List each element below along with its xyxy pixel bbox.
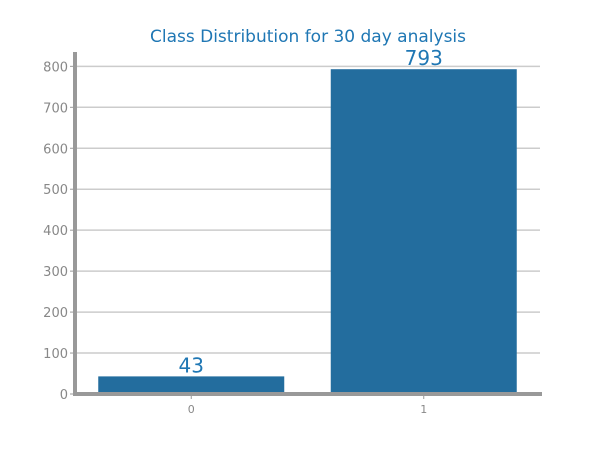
- chart-title: Class Distribution for 30 day analysis: [150, 27, 466, 47]
- data-label: 43: [179, 353, 204, 377]
- data-labels: 43 793: [179, 46, 443, 377]
- y-tick-label: 700: [43, 101, 68, 116]
- y-tick-label: 200: [43, 306, 68, 321]
- y-tick-label: 300: [43, 265, 68, 280]
- x-tick-label: 1: [420, 403, 427, 416]
- y-tick-label: 0: [60, 388, 68, 403]
- y-tick-label: 800: [43, 60, 68, 75]
- y-tick-label: 400: [43, 224, 68, 239]
- bar-0: [98, 376, 285, 394]
- tick-labels: 0 100 200 300 400 500 600 700 800 0 1: [43, 60, 427, 416]
- data-label: 793: [405, 46, 443, 70]
- bar-1: [330, 69, 517, 394]
- axes: [73, 52, 542, 396]
- y-tick-label: 500: [43, 183, 68, 198]
- bars: [98, 69, 517, 394]
- y-tick-label: 100: [43, 347, 68, 362]
- y-tick-label: 600: [43, 142, 68, 157]
- x-tick-label: 0: [188, 403, 195, 416]
